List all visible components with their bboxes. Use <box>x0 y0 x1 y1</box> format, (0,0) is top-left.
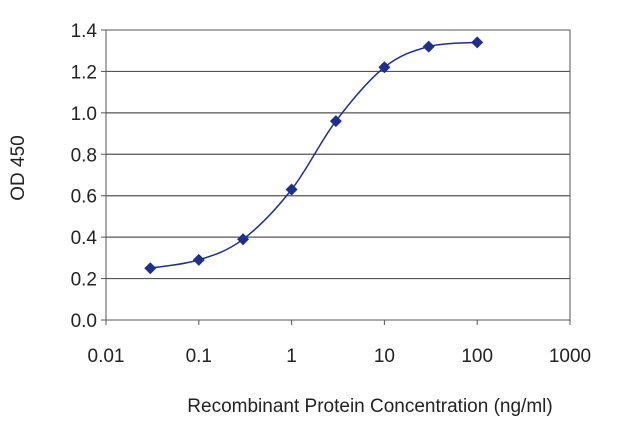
y-tick-label: 0.8 <box>71 145 97 166</box>
y-tick-label: 1.0 <box>71 104 97 125</box>
y-tick-label: 0.4 <box>71 228 98 249</box>
data-point <box>192 253 205 266</box>
data-point <box>285 183 298 196</box>
y-tick-label: 0.6 <box>71 187 97 208</box>
y-tick-label: 1.4 <box>71 21 98 42</box>
y-tick-label: 1.2 <box>71 62 97 83</box>
y-axis-label: OD 450 <box>8 135 29 200</box>
data-point <box>329 115 342 128</box>
y-tick-label: 0.2 <box>71 270 97 291</box>
x-tick-label: 100 <box>461 346 493 367</box>
data-point <box>144 262 157 275</box>
fit-curve <box>150 41 478 269</box>
y-tick-label: 0.0 <box>71 311 97 332</box>
data-points <box>144 36 484 275</box>
x-tick-label: 0.01 <box>88 346 125 367</box>
x-tick-label: 0.1 <box>186 346 212 367</box>
y-axis: 0.0 0.2 0.4 0.6 0.8 1.0 1.2 1.4 <box>71 21 106 332</box>
x-tick-label: 1 <box>286 346 297 367</box>
gridlines <box>106 70 570 280</box>
x-axis-label: Recombinant Protein Concentration (ng/ml… <box>187 396 552 417</box>
x-tick-label: 1000 <box>549 346 591 367</box>
x-axis: 0.01 0.1 1 10 100 1000 <box>88 320 591 367</box>
data-point <box>237 233 250 246</box>
x-tick-label: 10 <box>374 346 395 367</box>
plot-area <box>105 29 571 321</box>
data-point <box>422 40 435 53</box>
data-point <box>378 61 391 74</box>
data-point <box>471 36 484 49</box>
